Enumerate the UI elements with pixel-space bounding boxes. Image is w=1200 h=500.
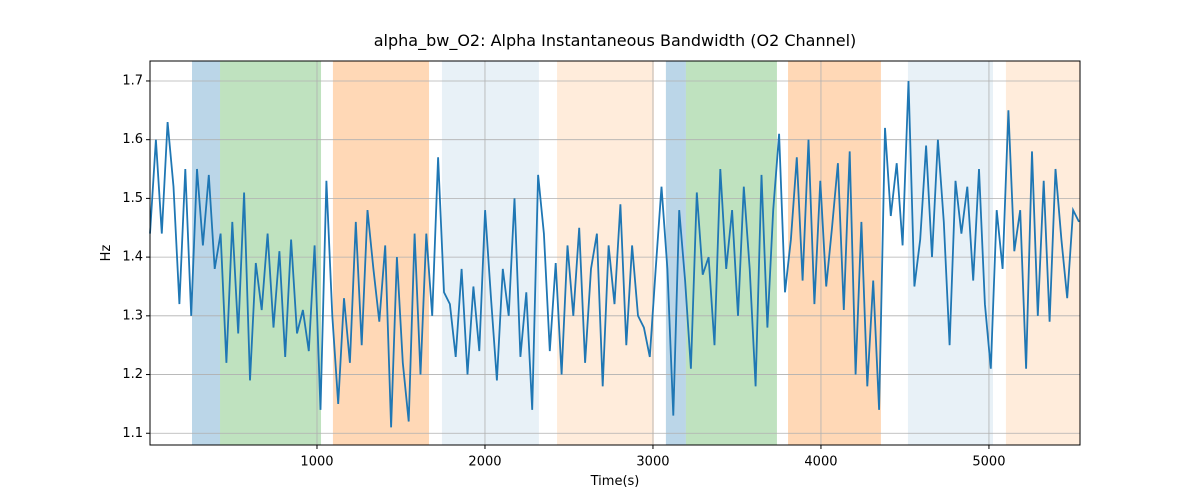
span [907,61,993,445]
chart-title: alpha_bw_O2: Alpha Instantaneous Bandwid… [374,31,857,51]
x-axis-label: Time(s) [590,474,640,489]
x-tick-label: 1000 [300,455,333,470]
span [441,61,539,445]
y-axis-label: Hz [99,245,114,262]
span [685,61,777,445]
plot-frame [149,60,1081,446]
span [220,61,322,445]
y-tick-label: 1.1 [122,426,143,441]
y-tick-label: 1.3 [122,308,143,323]
span [191,61,221,445]
span [557,61,654,445]
x-tick-label: 2000 [468,455,501,470]
x-tick-label: 4000 [804,455,837,470]
y-tick-label: 1.6 [122,132,143,147]
x-tick-label: 3000 [636,455,669,470]
line [149,80,1080,428]
x-tick-label: 5000 [972,455,1005,470]
span [1005,61,1080,445]
y-tick-label: 1.4 [122,250,143,265]
y-tick-label: 1.5 [122,191,143,206]
y-tick-label: 1.7 [122,73,143,88]
span [332,61,430,445]
y-tick-label: 1.2 [122,367,143,382]
